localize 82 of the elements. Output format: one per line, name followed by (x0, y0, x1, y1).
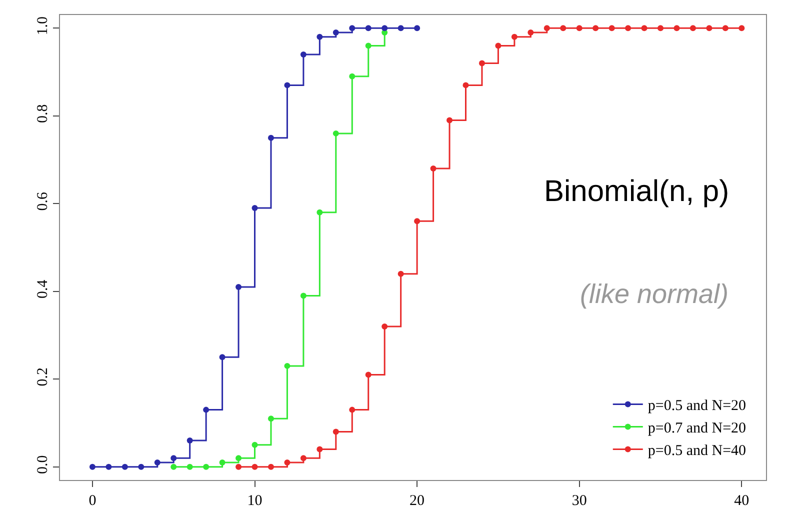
legend-label: p=0.5 and N=20 (648, 398, 746, 414)
point (349, 73, 356, 80)
point (268, 464, 274, 470)
x-tick-label: 20 (410, 493, 425, 509)
point (170, 464, 177, 470)
point (349, 25, 356, 32)
point (576, 25, 582, 32)
point (316, 34, 323, 40)
y-tick-label: 0.0 (35, 455, 51, 474)
x-tick-label: 30 (572, 493, 587, 509)
point (495, 42, 502, 49)
point (219, 354, 226, 360)
point (332, 130, 339, 136)
point (300, 455, 306, 462)
point (186, 464, 193, 470)
point (316, 209, 323, 216)
point (528, 30, 534, 36)
y-tick-label: 0.6 (35, 192, 51, 211)
point (738, 25, 745, 32)
point (511, 34, 518, 40)
point (203, 464, 210, 470)
y-tick-label: 0.8 (35, 104, 51, 124)
annotation: (like normal) (580, 279, 729, 309)
point (154, 459, 160, 466)
point (658, 25, 664, 32)
point (186, 438, 193, 444)
point (268, 416, 274, 422)
point (365, 25, 372, 32)
point (608, 25, 615, 32)
point (219, 459, 226, 466)
point (382, 25, 388, 32)
legend-label: p=0.5 and N=40 (648, 443, 746, 460)
point (722, 25, 728, 32)
legend-label: p=0.7 and N=20 (648, 420, 746, 437)
point (398, 270, 404, 277)
point (365, 42, 372, 49)
point (690, 25, 696, 32)
y-tick-label: 0.4 (35, 279, 51, 298)
point (316, 446, 323, 452)
point (674, 25, 680, 32)
point (625, 25, 632, 32)
point (365, 372, 372, 378)
point (300, 292, 306, 299)
point (284, 82, 290, 88)
point (236, 455, 242, 462)
point (398, 25, 404, 32)
y-tick-label: 1.0 (35, 16, 51, 36)
point (706, 25, 712, 32)
point (414, 218, 420, 224)
point (446, 117, 453, 124)
point (349, 406, 356, 413)
point (106, 464, 112, 470)
point (122, 464, 128, 470)
x-tick-label: 10 (247, 493, 262, 509)
point (332, 428, 339, 435)
point (268, 134, 274, 141)
point (170, 455, 177, 462)
point (236, 464, 242, 470)
x-tick-label: 40 (734, 493, 750, 509)
point (414, 25, 420, 32)
point (252, 442, 258, 448)
y-tick-label: 0.2 (35, 367, 51, 386)
point (236, 284, 242, 290)
point (478, 60, 485, 66)
point (641, 25, 648, 32)
point (544, 25, 550, 32)
point (284, 362, 290, 369)
point (332, 30, 339, 36)
point (462, 82, 469, 88)
point (560, 25, 566, 32)
x-tick-label: 0 (88, 493, 96, 509)
point (89, 464, 96, 470)
point (252, 464, 258, 470)
point (203, 406, 210, 413)
annotation: Binomial(n, p) (544, 175, 730, 208)
point (284, 459, 290, 466)
point (138, 464, 144, 470)
point (300, 51, 306, 58)
point (252, 205, 258, 212)
point (382, 323, 388, 330)
point (592, 25, 599, 32)
point (430, 166, 436, 172)
